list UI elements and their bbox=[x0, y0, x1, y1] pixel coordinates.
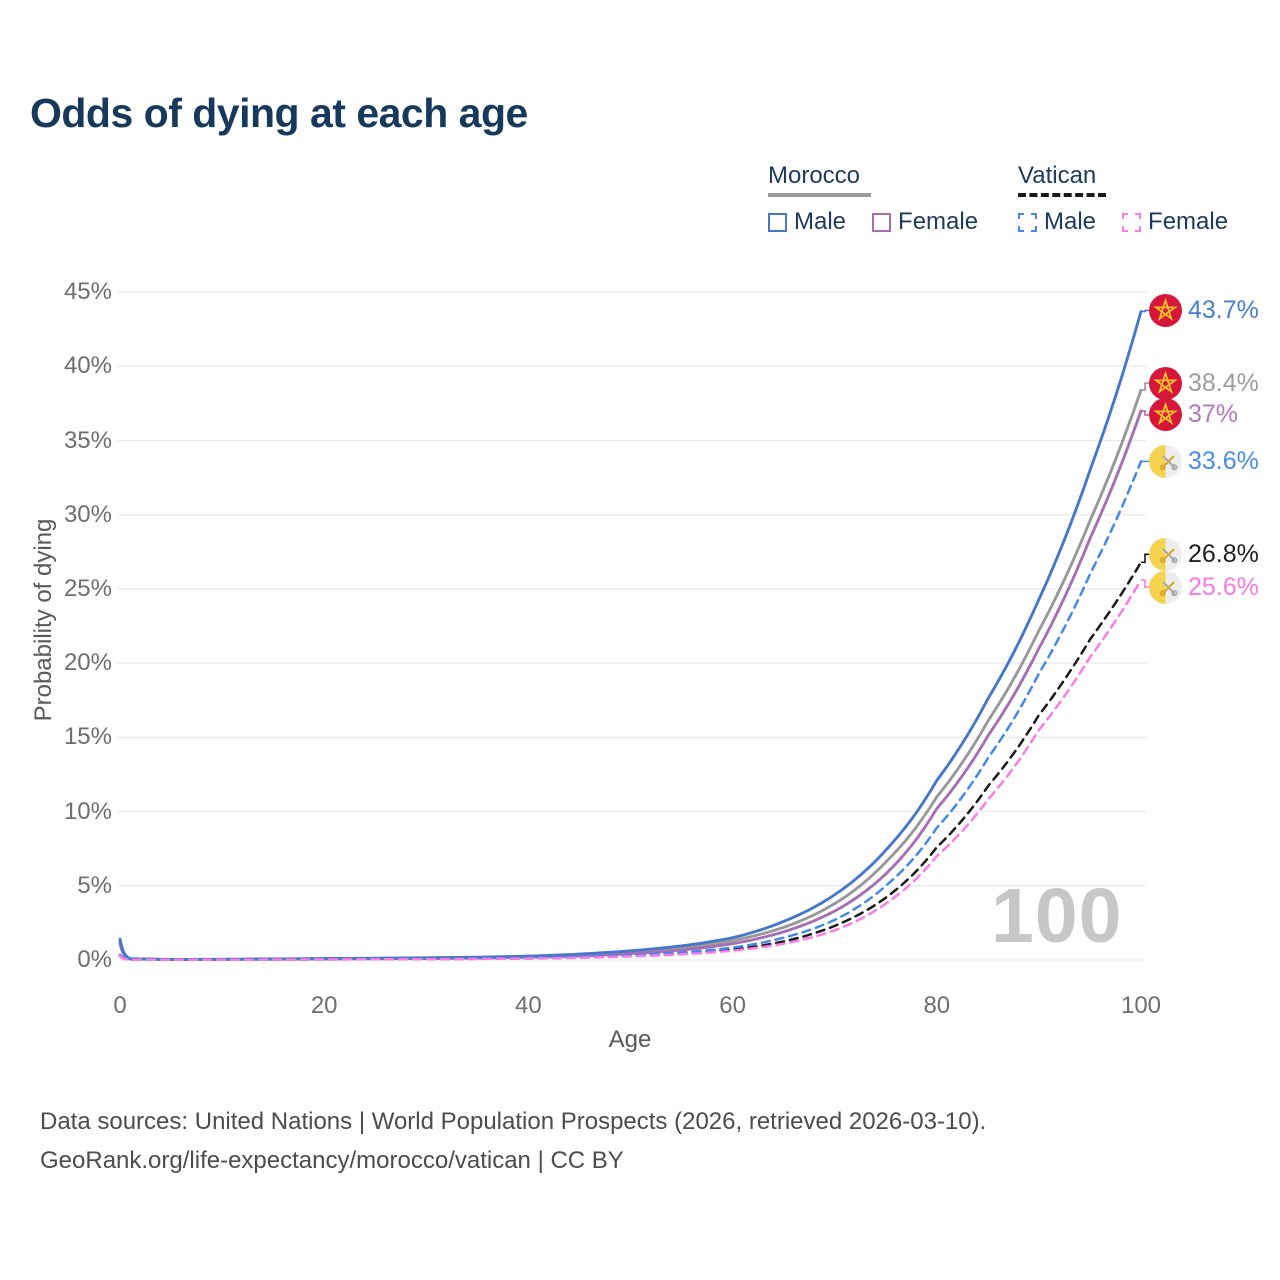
end-label-vatican-both: 26.8% bbox=[1149, 537, 1259, 571]
y-tick-label: 35% bbox=[63, 426, 112, 454]
y-tick-label: 5% bbox=[77, 871, 112, 899]
legend-item-label: Female bbox=[898, 208, 979, 235]
x-tick-label: 20 bbox=[310, 992, 338, 1019]
label-connector-morocco-both bbox=[1141, 382, 1151, 391]
end-label-morocco-female: 37% bbox=[1149, 398, 1239, 432]
y-tick-label: 10% bbox=[63, 797, 112, 825]
end-label-morocco-both: 38.4% bbox=[1149, 366, 1259, 400]
morocco-flag-icon bbox=[1149, 398, 1182, 432]
label-connector-morocco-female bbox=[1141, 410, 1151, 416]
legend-item-morocco-female: Female bbox=[872, 208, 978, 236]
series-line-morocco-male bbox=[118, 310, 1143, 961]
end-label-vatican-male: 33.6% bbox=[1149, 444, 1259, 478]
end-label-value: 43.7% bbox=[1188, 295, 1259, 324]
y-tick-label: 45% bbox=[63, 278, 112, 306]
x-tick-label: 100 bbox=[1120, 992, 1162, 1019]
y-tick-label: 15% bbox=[63, 723, 112, 751]
y-axis-title: Probability of dying bbox=[30, 518, 57, 722]
legend-linestyle-vatican bbox=[1018, 193, 1106, 197]
y-tick-label: 25% bbox=[63, 575, 112, 602]
series-line-vatican-male bbox=[118, 460, 1143, 961]
attribution-line: GeoRank.org/life-expectancy/morocco/vati… bbox=[40, 1147, 624, 1174]
label-connector-vatican-both bbox=[1141, 553, 1151, 564]
legend-country-vatican: Vatican bbox=[1018, 162, 1097, 189]
vatican-female-swatch-icon bbox=[1122, 212, 1142, 232]
series-line-vatican-both bbox=[118, 561, 1143, 961]
legend-group-vatican: Vatican Male Female bbox=[1018, 162, 1228, 236]
morocco-flag-icon bbox=[1149, 366, 1182, 400]
series-line-morocco-both bbox=[118, 388, 1143, 961]
y-tick-label: 30% bbox=[63, 500, 112, 528]
legend-country-morocco: Morocco bbox=[768, 162, 861, 189]
vatican-male-swatch-icon bbox=[1018, 212, 1037, 232]
legend-item-label: Male bbox=[1044, 208, 1097, 235]
vatican-flag-icon bbox=[1149, 570, 1182, 604]
end-label-vatican-female: 25.6% bbox=[1149, 570, 1259, 604]
x-tick-label: 0 bbox=[113, 992, 127, 1019]
end-label-value: 26.8% bbox=[1188, 539, 1259, 568]
y-tick-label: 40% bbox=[63, 352, 112, 380]
morocco-female-swatch-icon bbox=[872, 212, 892, 232]
vatican-flag-icon bbox=[1149, 444, 1182, 478]
legend-group-morocco: Morocco Male Female bbox=[768, 162, 978, 236]
x-axis-title: Age bbox=[608, 1026, 652, 1053]
legend-item-label: Female bbox=[1148, 208, 1229, 235]
data-sources-line: Data sources: United Nations | World Pop… bbox=[40, 1108, 987, 1135]
legend-item-label: Male bbox=[794, 208, 847, 235]
series-line-vatican-female bbox=[118, 578, 1143, 962]
morocco-flag-icon bbox=[1149, 293, 1182, 327]
vatican-flag-icon bbox=[1149, 537, 1182, 571]
end-label-value: 38.4% bbox=[1188, 368, 1259, 397]
legend-item-vatican-male: Male bbox=[1018, 208, 1096, 236]
series-line-morocco-female bbox=[118, 409, 1143, 962]
morocco-male-swatch-icon bbox=[768, 212, 787, 232]
label-connector-vatican-female bbox=[1141, 579, 1151, 588]
end-label-morocco-male: 43.7% bbox=[1149, 293, 1259, 327]
label-connector-morocco-male bbox=[1141, 309, 1151, 313]
page-title: Odds of dying at each age bbox=[30, 90, 528, 136]
x-tick-label: 40 bbox=[515, 992, 542, 1019]
x-tick-label: 60 bbox=[719, 992, 746, 1019]
legend-item-morocco-male: Male bbox=[768, 208, 846, 236]
y-tick-label: 20% bbox=[63, 649, 112, 677]
y-tick-label: 0% bbox=[77, 946, 112, 973]
end-label-value: 33.6% bbox=[1188, 446, 1259, 475]
x-tick-label: 80 bbox=[923, 992, 951, 1019]
end-label-value: 37% bbox=[1188, 400, 1239, 429]
legend-linestyle-morocco bbox=[768, 193, 871, 197]
end-label-value: 25.6% bbox=[1188, 572, 1259, 601]
legend-item-vatican-female: Female bbox=[1122, 208, 1228, 236]
